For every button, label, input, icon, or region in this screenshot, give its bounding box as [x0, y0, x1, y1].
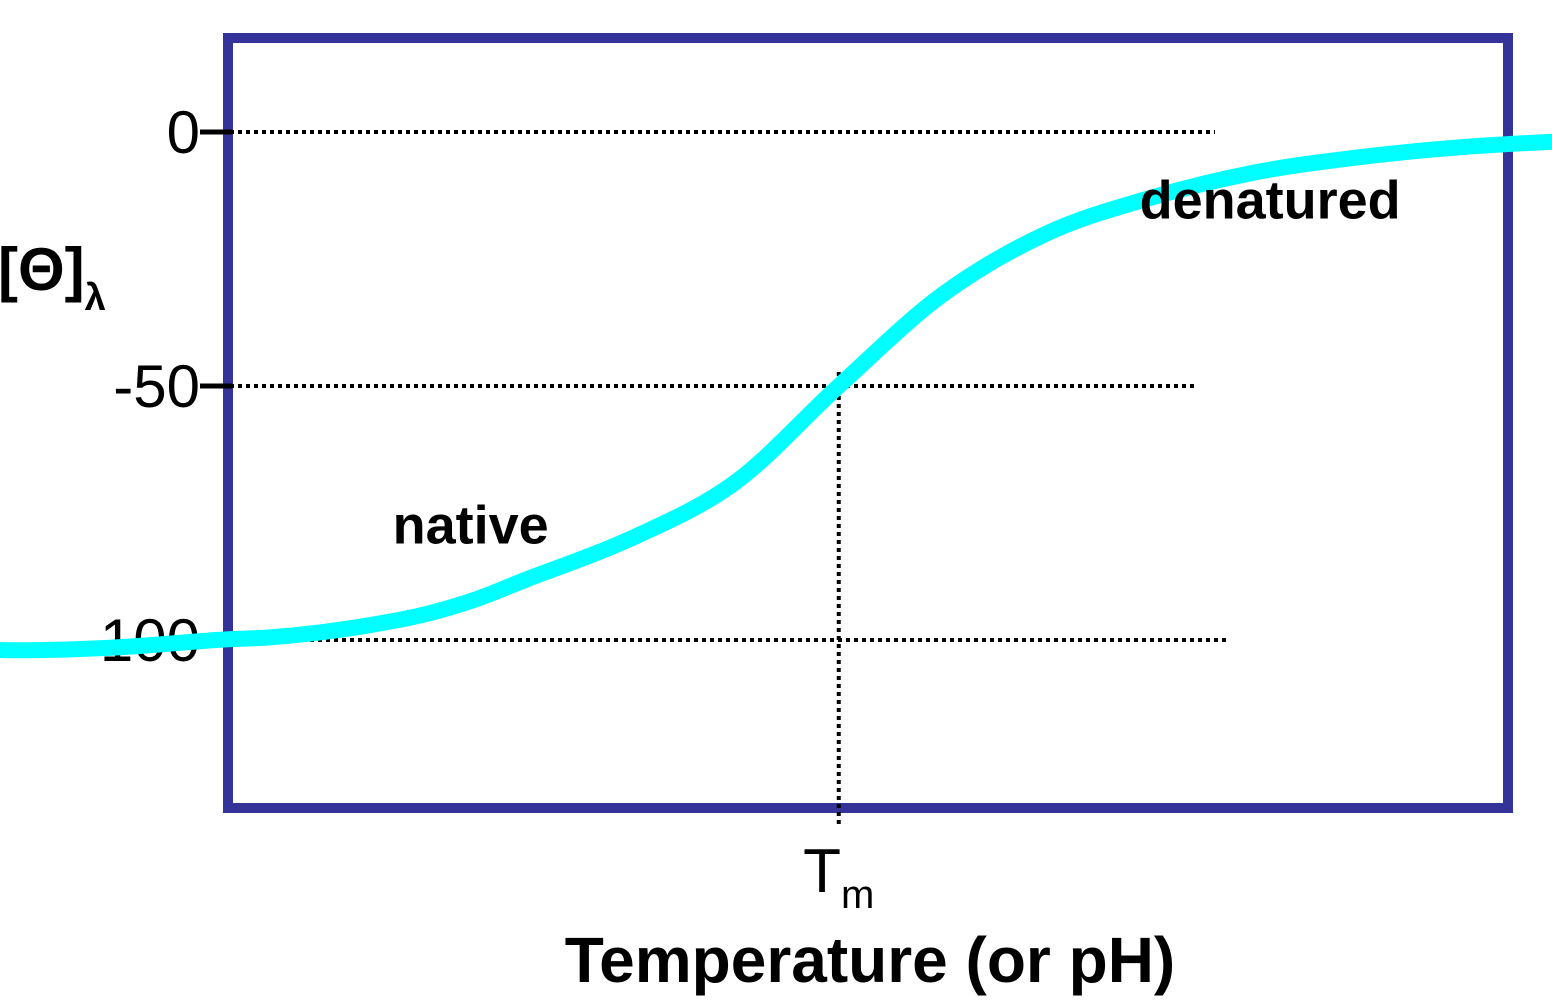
tm-label-sub: m — [841, 873, 874, 917]
y-axis-title-main: [Θ] — [0, 236, 85, 303]
region-label-native: native — [393, 495, 549, 555]
y-tick-label: -50 — [113, 353, 200, 420]
reference-lines — [222, 130, 1226, 826]
y-axis-title-sub: λ — [85, 277, 106, 319]
tm-label-main: T — [803, 837, 841, 906]
y-axis-title: [Θ]λ — [0, 236, 106, 319]
tm-label: Tm — [803, 837, 874, 917]
y-tick-label: 0 — [167, 99, 200, 166]
series-line-0 — [0, 133, 1552, 659]
plot-frame — [223, 33, 1513, 813]
series-layer — [0, 133, 1552, 659]
region-label-denatured: denatured — [1140, 170, 1401, 230]
y-axis-ticks: 0-50-100 — [80, 99, 232, 674]
x-axis-title: Temperature (or pH) — [565, 924, 1175, 996]
